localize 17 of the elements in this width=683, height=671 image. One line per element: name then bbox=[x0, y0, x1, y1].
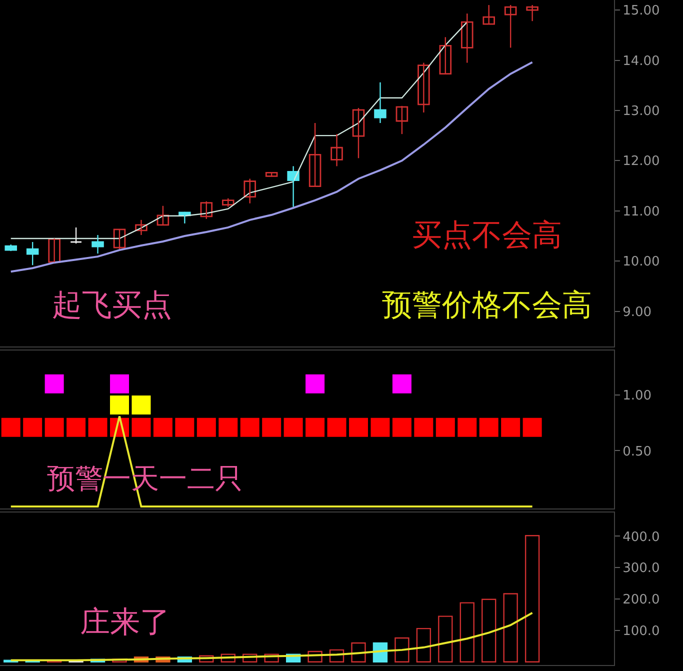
annotation: 庄来了 bbox=[80, 605, 170, 640]
y-tick-label: 100.0 bbox=[622, 624, 660, 640]
y-tick-label: 14.00 bbox=[622, 54, 660, 69]
annotation: 预警价格不会高 bbox=[382, 288, 592, 323]
y-tick-label: 11.00 bbox=[622, 204, 660, 220]
annotation: 买点不会高 bbox=[412, 218, 562, 253]
y-tick-label: 12.00 bbox=[622, 154, 660, 170]
y-tick-label: 10.00 bbox=[622, 254, 660, 270]
y-tick-label: 200.0 bbox=[622, 592, 660, 608]
y-tick-label: 9.00 bbox=[622, 304, 652, 320]
y-tick-label: 0.50 bbox=[622, 444, 652, 460]
y-tick-label: 13.00 bbox=[622, 104, 660, 120]
y-tick-label: 1.00 bbox=[622, 388, 652, 404]
y-tick-label: 300.0 bbox=[622, 561, 660, 576]
y-tick-label: 400.0 bbox=[622, 530, 660, 545]
y-tick-label: 15.00 bbox=[622, 4, 660, 19]
annotation: 起飞买点 bbox=[52, 288, 172, 323]
